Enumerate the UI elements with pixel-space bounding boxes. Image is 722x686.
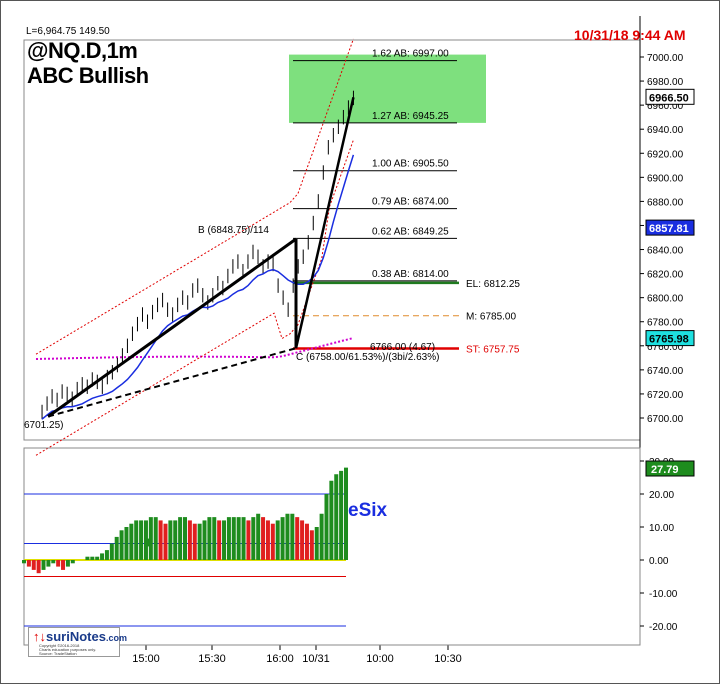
price-axis-label: 6880.00: [647, 197, 684, 208]
price-axis-label: 6960.00: [647, 101, 684, 112]
trade-level-label: EL: 6812.25: [466, 279, 520, 290]
price-axis-label: 6940.00: [647, 125, 684, 136]
fib-level-label: 1.62 AB: 6997.00: [372, 49, 449, 60]
ac-trendline: [47, 347, 297, 418]
blue-level-tag: 6857.81: [649, 223, 689, 235]
point-c-label: C (6758.00/61.53%)/(3bi/2.63%): [296, 352, 439, 363]
price-axis-label: 6740.00: [647, 366, 684, 377]
esix-axis-label: -20.00: [649, 622, 678, 633]
point-a-label: 6701.25): [24, 420, 63, 431]
target-zone: [289, 54, 486, 123]
fib-level-label: 0.79 AB: 6874.00: [372, 197, 449, 208]
last-price-tag: 6966.50: [649, 92, 689, 104]
fib-level-label: 0.38 AB: 6814.00: [372, 269, 449, 280]
price-panel: 1.62 AB: 6997.00 1.27 AB: 6945.25 1.00 AB:…: [23, 16, 695, 665]
price-axis-label: 6720.00: [647, 390, 684, 401]
trade-level-label: ST: 6757.75: [466, 345, 520, 356]
price-stats: L=6,964.75 149.50: [26, 26, 110, 37]
cyan-level-tag: 6765.98: [649, 334, 689, 346]
time-axis-label: 16:00: [266, 653, 294, 665]
time-axis-label: 10:30: [434, 653, 462, 665]
price-axis-label: 6920.00: [647, 149, 684, 160]
last-price-tag-bg: [645, 88, 695, 105]
esix-axis-label: 10.00: [649, 523, 674, 534]
logo-line1: Copyright ©2016-2018: [39, 643, 80, 648]
price-axis-label: 6780.00: [647, 318, 684, 329]
price-axis-label: 6760.00: [647, 342, 684, 353]
pattern-title: ABC Bullish: [27, 63, 149, 88]
price-axis-label: 6840.00: [647, 246, 684, 257]
symbol-title: @NQ.D,1m: [27, 38, 138, 63]
ab-leg: [47, 237, 297, 418]
price-axis-label: 7000.00: [647, 53, 684, 64]
mid-value-label: 6766.00 (4.67): [370, 342, 435, 353]
trade-level-label: M: 6785.00: [466, 312, 516, 323]
lower-band: [35, 139, 354, 456]
price-axis-label: 6980.00: [647, 77, 684, 88]
price-axis-label: 6820.00: [647, 270, 684, 281]
point-b-label: B (6848.75)/114: [198, 225, 269, 236]
esix-last-tag-bg: [645, 460, 695, 477]
time-axis-label: 15:30: [198, 653, 226, 665]
price-axis-label: 6700.00: [647, 414, 684, 425]
time-axis-label: 15:00: [132, 653, 160, 665]
esix-signal-dot: [144, 538, 152, 547]
fib-level-label: 0.62 AB: 6849.25: [372, 226, 449, 237]
esix-plot-border: [23, 447, 641, 646]
fib-level-label: 1.00 AB: 6905.50: [372, 159, 449, 170]
esix-last-tag: 27.79: [651, 464, 679, 476]
time-axis-label: 10:00: [366, 653, 394, 665]
esix-axis-label: 20.00: [649, 490, 674, 501]
timestamp: 10/31/18 9:44 AM: [574, 27, 686, 43]
mid-line: [35, 337, 354, 360]
logo-brand: ↑↓suriNotes.com: [33, 629, 127, 644]
blue-level-tag-bg: [645, 219, 695, 236]
esix-axis-label: -10.00: [649, 589, 678, 600]
price-axis-label: 6900.00: [647, 173, 684, 184]
upper-band: [35, 38, 354, 355]
fib-level-label: 1.27 AB: 6945.25: [372, 111, 449, 122]
time-axis-label: 10/31: [302, 653, 330, 665]
cd-leg: [294, 97, 355, 349]
logo-line2: Charts education purposes only.: [39, 647, 97, 652]
logo-line3: Source: TradeStation: [39, 651, 77, 656]
esix-title: eSix: [348, 500, 388, 521]
surinotes-logo: ↑↓suriNotes.com Copyright ©2016-2018 Cha…: [28, 627, 127, 657]
cyan-level-tag-bg: [645, 330, 695, 347]
price-axis-label: 6800.00: [647, 294, 684, 305]
esix-axis-label: 0.00: [649, 556, 669, 567]
